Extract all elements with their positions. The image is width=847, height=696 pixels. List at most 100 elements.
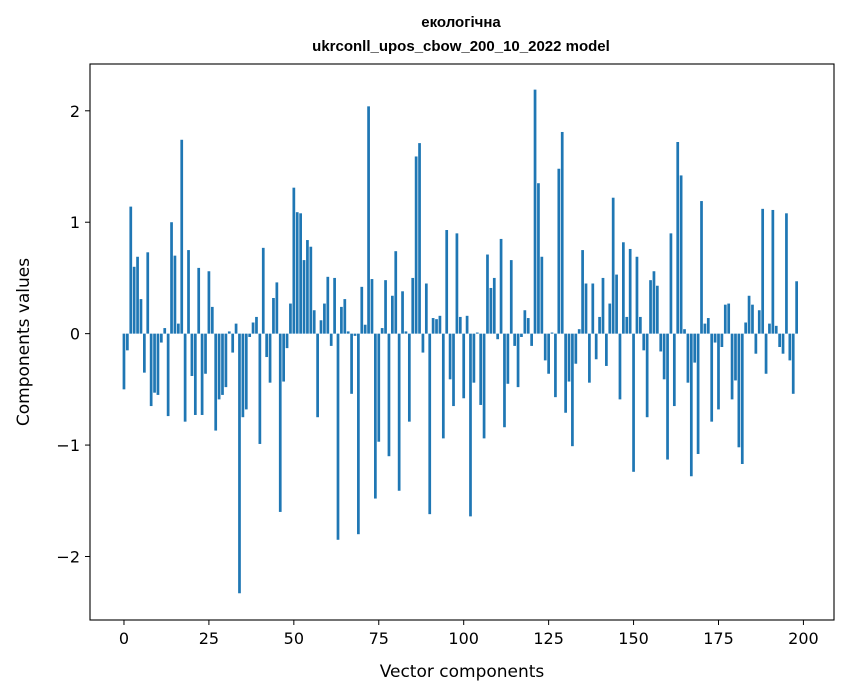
bar [360, 286, 364, 334]
bar [183, 333, 187, 422]
y-tick-label: −2 [56, 547, 80, 566]
bar [747, 295, 751, 334]
bar [574, 333, 578, 364]
x-tick-label: 100 [448, 629, 479, 648]
bar [190, 333, 194, 376]
bar [686, 333, 690, 383]
bar [588, 333, 591, 383]
bar [197, 267, 201, 334]
bar [340, 306, 343, 334]
bar [391, 295, 394, 334]
bar [720, 333, 724, 348]
bar [248, 333, 252, 337]
chart-title-line-1: екологічна [421, 14, 501, 31]
bar [407, 333, 411, 422]
bar [530, 333, 533, 346]
chart-title-line-2: ukrconll_upos_cbow_200_10_2022 model [312, 38, 610, 55]
bar [744, 322, 748, 334]
bar [241, 333, 245, 418]
bar [740, 333, 744, 464]
bar [601, 277, 605, 334]
bar [649, 280, 652, 334]
bar [336, 333, 340, 540]
bar [302, 260, 306, 334]
bar [547, 333, 550, 374]
bar [771, 209, 775, 334]
x-tick-label: 50 [284, 629, 304, 648]
x-tick-label: 25 [199, 629, 219, 648]
bar [655, 285, 659, 334]
bar [635, 256, 639, 334]
bar [486, 254, 489, 334]
bar [224, 333, 228, 388]
bar [774, 325, 778, 334]
bar [187, 250, 190, 334]
bar [452, 333, 455, 407]
bar [676, 142, 680, 334]
bar [730, 333, 734, 400]
bar [594, 333, 598, 360]
bar [706, 318, 710, 334]
y-tick-label: 0 [70, 325, 80, 344]
bar [180, 139, 184, 334]
bar [639, 316, 642, 334]
bar [411, 277, 415, 334]
bar [689, 333, 693, 477]
bar [693, 333, 697, 363]
bar [492, 277, 496, 334]
bar [384, 280, 387, 334]
bar [499, 238, 503, 334]
bar [353, 333, 357, 336]
bar [295, 212, 299, 334]
bar [146, 252, 150, 334]
bar [424, 283, 428, 334]
bar [122, 333, 126, 390]
bar [523, 310, 527, 334]
bar [319, 320, 323, 334]
bar [217, 333, 221, 400]
bar [255, 316, 258, 334]
bar [231, 333, 235, 353]
bar [421, 333, 425, 353]
bar [221, 333, 224, 395]
bar [625, 316, 629, 334]
bar [458, 316, 462, 334]
bar [795, 281, 798, 334]
x-tick-label: 75 [369, 629, 389, 648]
bar [571, 333, 574, 447]
bar [761, 208, 765, 334]
bar [778, 333, 781, 348]
bar [564, 333, 567, 413]
bar [268, 333, 272, 383]
bar [455, 233, 459, 334]
bar [367, 106, 370, 334]
bar [214, 333, 218, 431]
bar [734, 333, 737, 381]
bar-series [122, 89, 798, 594]
bar [489, 287, 493, 334]
bar [282, 333, 285, 382]
bar [751, 304, 754, 334]
bar [401, 291, 404, 334]
x-tick-label: 150 [618, 629, 649, 648]
x-tick-label: 175 [703, 629, 734, 648]
bar [136, 256, 139, 334]
bar [537, 183, 540, 334]
bar [173, 255, 177, 334]
bar [509, 260, 513, 334]
bar [139, 299, 143, 334]
bar [700, 201, 703, 334]
bar [397, 333, 401, 491]
bar [143, 333, 146, 373]
bar [333, 277, 336, 334]
bar [703, 323, 707, 334]
bar [163, 328, 167, 334]
bar [159, 333, 163, 343]
bar [723, 304, 727, 334]
bar [788, 333, 792, 361]
bar [285, 333, 289, 349]
bar [312, 310, 316, 334]
bar [374, 333, 377, 499]
bar [632, 333, 635, 472]
bar [251, 322, 255, 334]
